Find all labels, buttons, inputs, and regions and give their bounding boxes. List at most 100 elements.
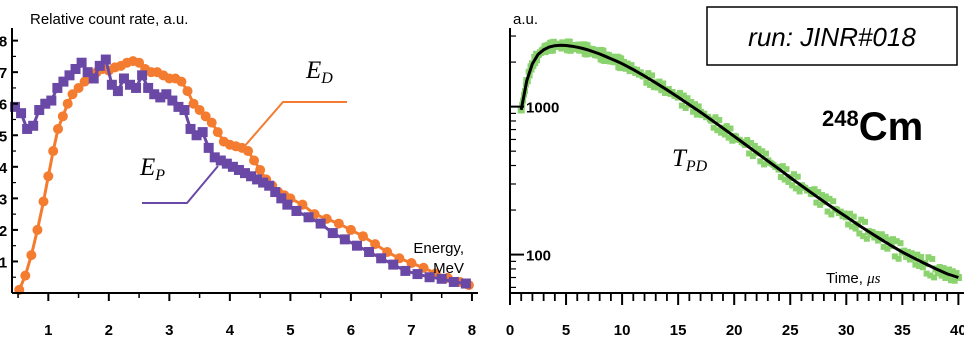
e-d-point <box>206 117 217 128</box>
data-point <box>869 229 876 236</box>
e-p-point <box>58 76 69 87</box>
data-point <box>643 79 650 86</box>
data-point <box>624 60 631 67</box>
data-point <box>684 95 691 102</box>
data-point <box>628 62 635 69</box>
data-point <box>895 255 902 262</box>
x-tick-label: 2 <box>105 322 113 339</box>
e-p-point <box>88 73 99 84</box>
data-point <box>919 264 926 271</box>
data-point <box>783 166 790 173</box>
run-label: run: JINR#018 <box>748 22 916 52</box>
x-tick-label: 4 <box>226 322 235 339</box>
data-point <box>658 87 665 94</box>
e-p-point <box>112 86 123 97</box>
x-axis-label: Time, μs <box>826 270 881 287</box>
data-point <box>893 238 900 245</box>
data-point <box>875 237 882 244</box>
data-point <box>712 114 719 121</box>
e-p-point <box>209 152 220 163</box>
data-point <box>878 231 885 238</box>
e-d-point <box>48 146 59 157</box>
data-point <box>665 86 672 93</box>
e-p-point <box>100 54 111 65</box>
data-point <box>744 137 751 144</box>
e-p-point <box>76 57 87 68</box>
data-point <box>632 69 639 76</box>
data-point <box>680 92 687 99</box>
data-point <box>903 253 910 260</box>
e-d-point <box>79 76 90 87</box>
data-point <box>949 268 956 275</box>
data-point <box>901 247 908 254</box>
e-d-point <box>194 105 205 116</box>
data-point <box>841 210 848 217</box>
e-d-point <box>57 111 68 122</box>
data-point <box>934 270 941 277</box>
data-point <box>873 230 880 237</box>
data-point <box>826 195 833 202</box>
data-point <box>677 89 684 96</box>
data-point <box>845 221 852 228</box>
e-p-point <box>155 92 166 103</box>
x-tick-label: 35 <box>894 322 911 339</box>
data-point <box>622 65 629 72</box>
data-point <box>830 198 837 205</box>
data-point <box>690 108 697 115</box>
data-point <box>777 173 784 180</box>
e-p-point <box>173 101 184 112</box>
e-d-point <box>200 111 211 122</box>
e-p-point <box>412 269 423 280</box>
x-tick-label: 25 <box>782 322 799 339</box>
data-point <box>953 270 960 277</box>
data-point <box>847 210 854 217</box>
e-p-point <box>276 193 287 204</box>
data-point <box>947 277 954 284</box>
e-p-point <box>270 187 281 198</box>
data-point <box>626 68 633 75</box>
energy-spectrum-chart: 1 2 3 4 5 6 7 8 1 2 3 4 5 6 7 8 Relative count rate, a… <box>0 11 478 339</box>
e-p-label-sub: P <box>154 167 165 184</box>
e-p-point <box>436 273 447 284</box>
e-p-point <box>137 70 148 81</box>
y-tick-label: 100 <box>526 248 551 265</box>
e-d-point <box>62 98 73 109</box>
e-p-point <box>400 265 411 276</box>
data-point <box>856 230 863 237</box>
x-tick-label: 7 <box>407 322 415 339</box>
y-tick-label: 7 <box>0 65 7 82</box>
e-d-point <box>73 82 84 93</box>
time-distribution-chart: 0 5 10 15 20 25 30 35 40 100 1000 a.u. Time, μs r… <box>506 6 964 339</box>
e-p-point <box>179 105 190 116</box>
y-axis-label: a.u. <box>513 11 538 28</box>
y-axis-label: Relative count rate, a.u. <box>30 11 188 28</box>
data-point <box>721 131 728 138</box>
data-point <box>779 163 786 170</box>
data-point <box>751 142 758 149</box>
data-point <box>645 70 652 77</box>
e-p-point <box>131 82 142 93</box>
e-p-point <box>149 89 160 100</box>
e-p-point <box>364 246 375 257</box>
data-point <box>723 123 730 130</box>
e-p-point <box>161 89 172 100</box>
y-tick-label: 8 <box>0 34 7 51</box>
e-p-point <box>64 70 75 81</box>
data-point <box>940 265 947 272</box>
e-d-point <box>38 196 49 207</box>
e-p-point <box>240 168 250 179</box>
data-point <box>912 261 919 268</box>
e-p-point <box>351 240 362 251</box>
data-point <box>577 47 584 54</box>
data-point <box>860 233 867 240</box>
e-p-point <box>215 155 226 166</box>
data-point <box>584 42 591 49</box>
data-point <box>710 124 717 131</box>
x-tick-label: 3 <box>165 322 173 339</box>
data-point <box>863 235 870 242</box>
e-d-point <box>182 86 193 97</box>
e-p-point <box>34 105 45 116</box>
data-point <box>936 264 943 271</box>
x-tick-label: 30 <box>838 322 855 339</box>
e-p-point <box>252 174 263 185</box>
